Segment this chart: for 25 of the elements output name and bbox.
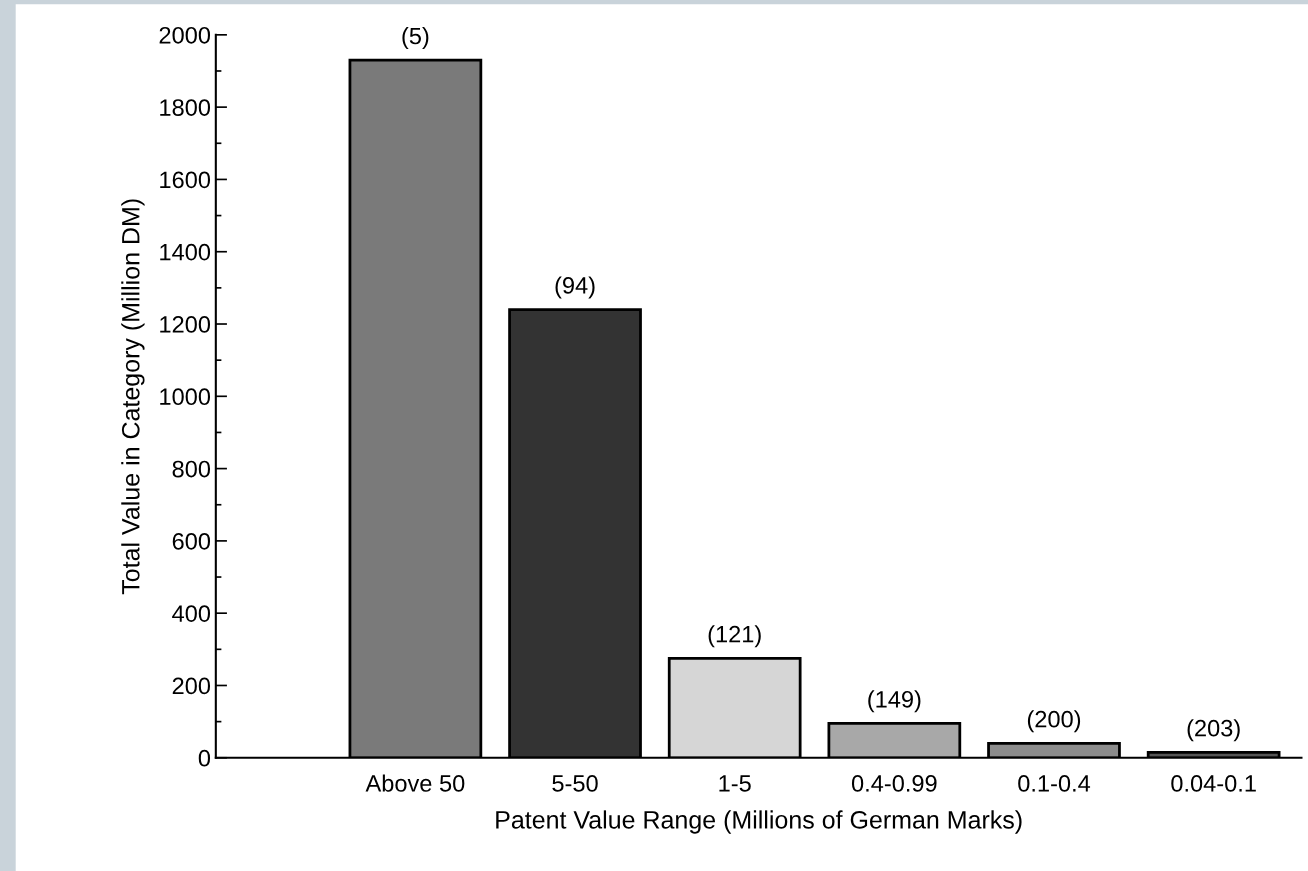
y-tick-label: 800	[172, 460, 211, 478]
x-tick-label: Above 50	[365, 774, 465, 792]
annotation: (94)	[555, 276, 595, 299]
y-tick-label: 1600	[160, 171, 211, 189]
y-tick-label: 1200	[160, 316, 211, 333]
y-axis-title: Total Value in Category (Million DM)	[121, 199, 145, 595]
annotation: (149)	[868, 690, 921, 713]
y-tick-label: 1800	[160, 99, 211, 116]
annotation: (5)	[402, 27, 429, 50]
y-tick-label: 0	[198, 749, 211, 767]
y-tick-label: 1400	[160, 243, 211, 261]
x-axis-title: Patent Value Range (Millions of German Marks)	[496, 810, 1022, 834]
x-tick-label: 5-50	[552, 775, 598, 792]
x-tick-label: 0.4-0.99	[851, 775, 937, 792]
y-tick-label: 600	[172, 532, 211, 550]
x-tick-label: 0.04-0.1	[1171, 775, 1256, 792]
annotation: (203)	[1187, 719, 1240, 742]
annotation: (200)	[1027, 710, 1081, 733]
y-tick-label: 1000	[160, 388, 211, 406]
y-tick-label: 2000	[159, 26, 211, 44]
y-tick-label: 400	[172, 605, 211, 622]
x-tick-label: 1-5	[719, 775, 751, 792]
annotation: (121)	[708, 625, 761, 648]
x-tick-label: 0.1-0.4	[1018, 775, 1091, 792]
y-tick-label: 200	[172, 677, 211, 695]
